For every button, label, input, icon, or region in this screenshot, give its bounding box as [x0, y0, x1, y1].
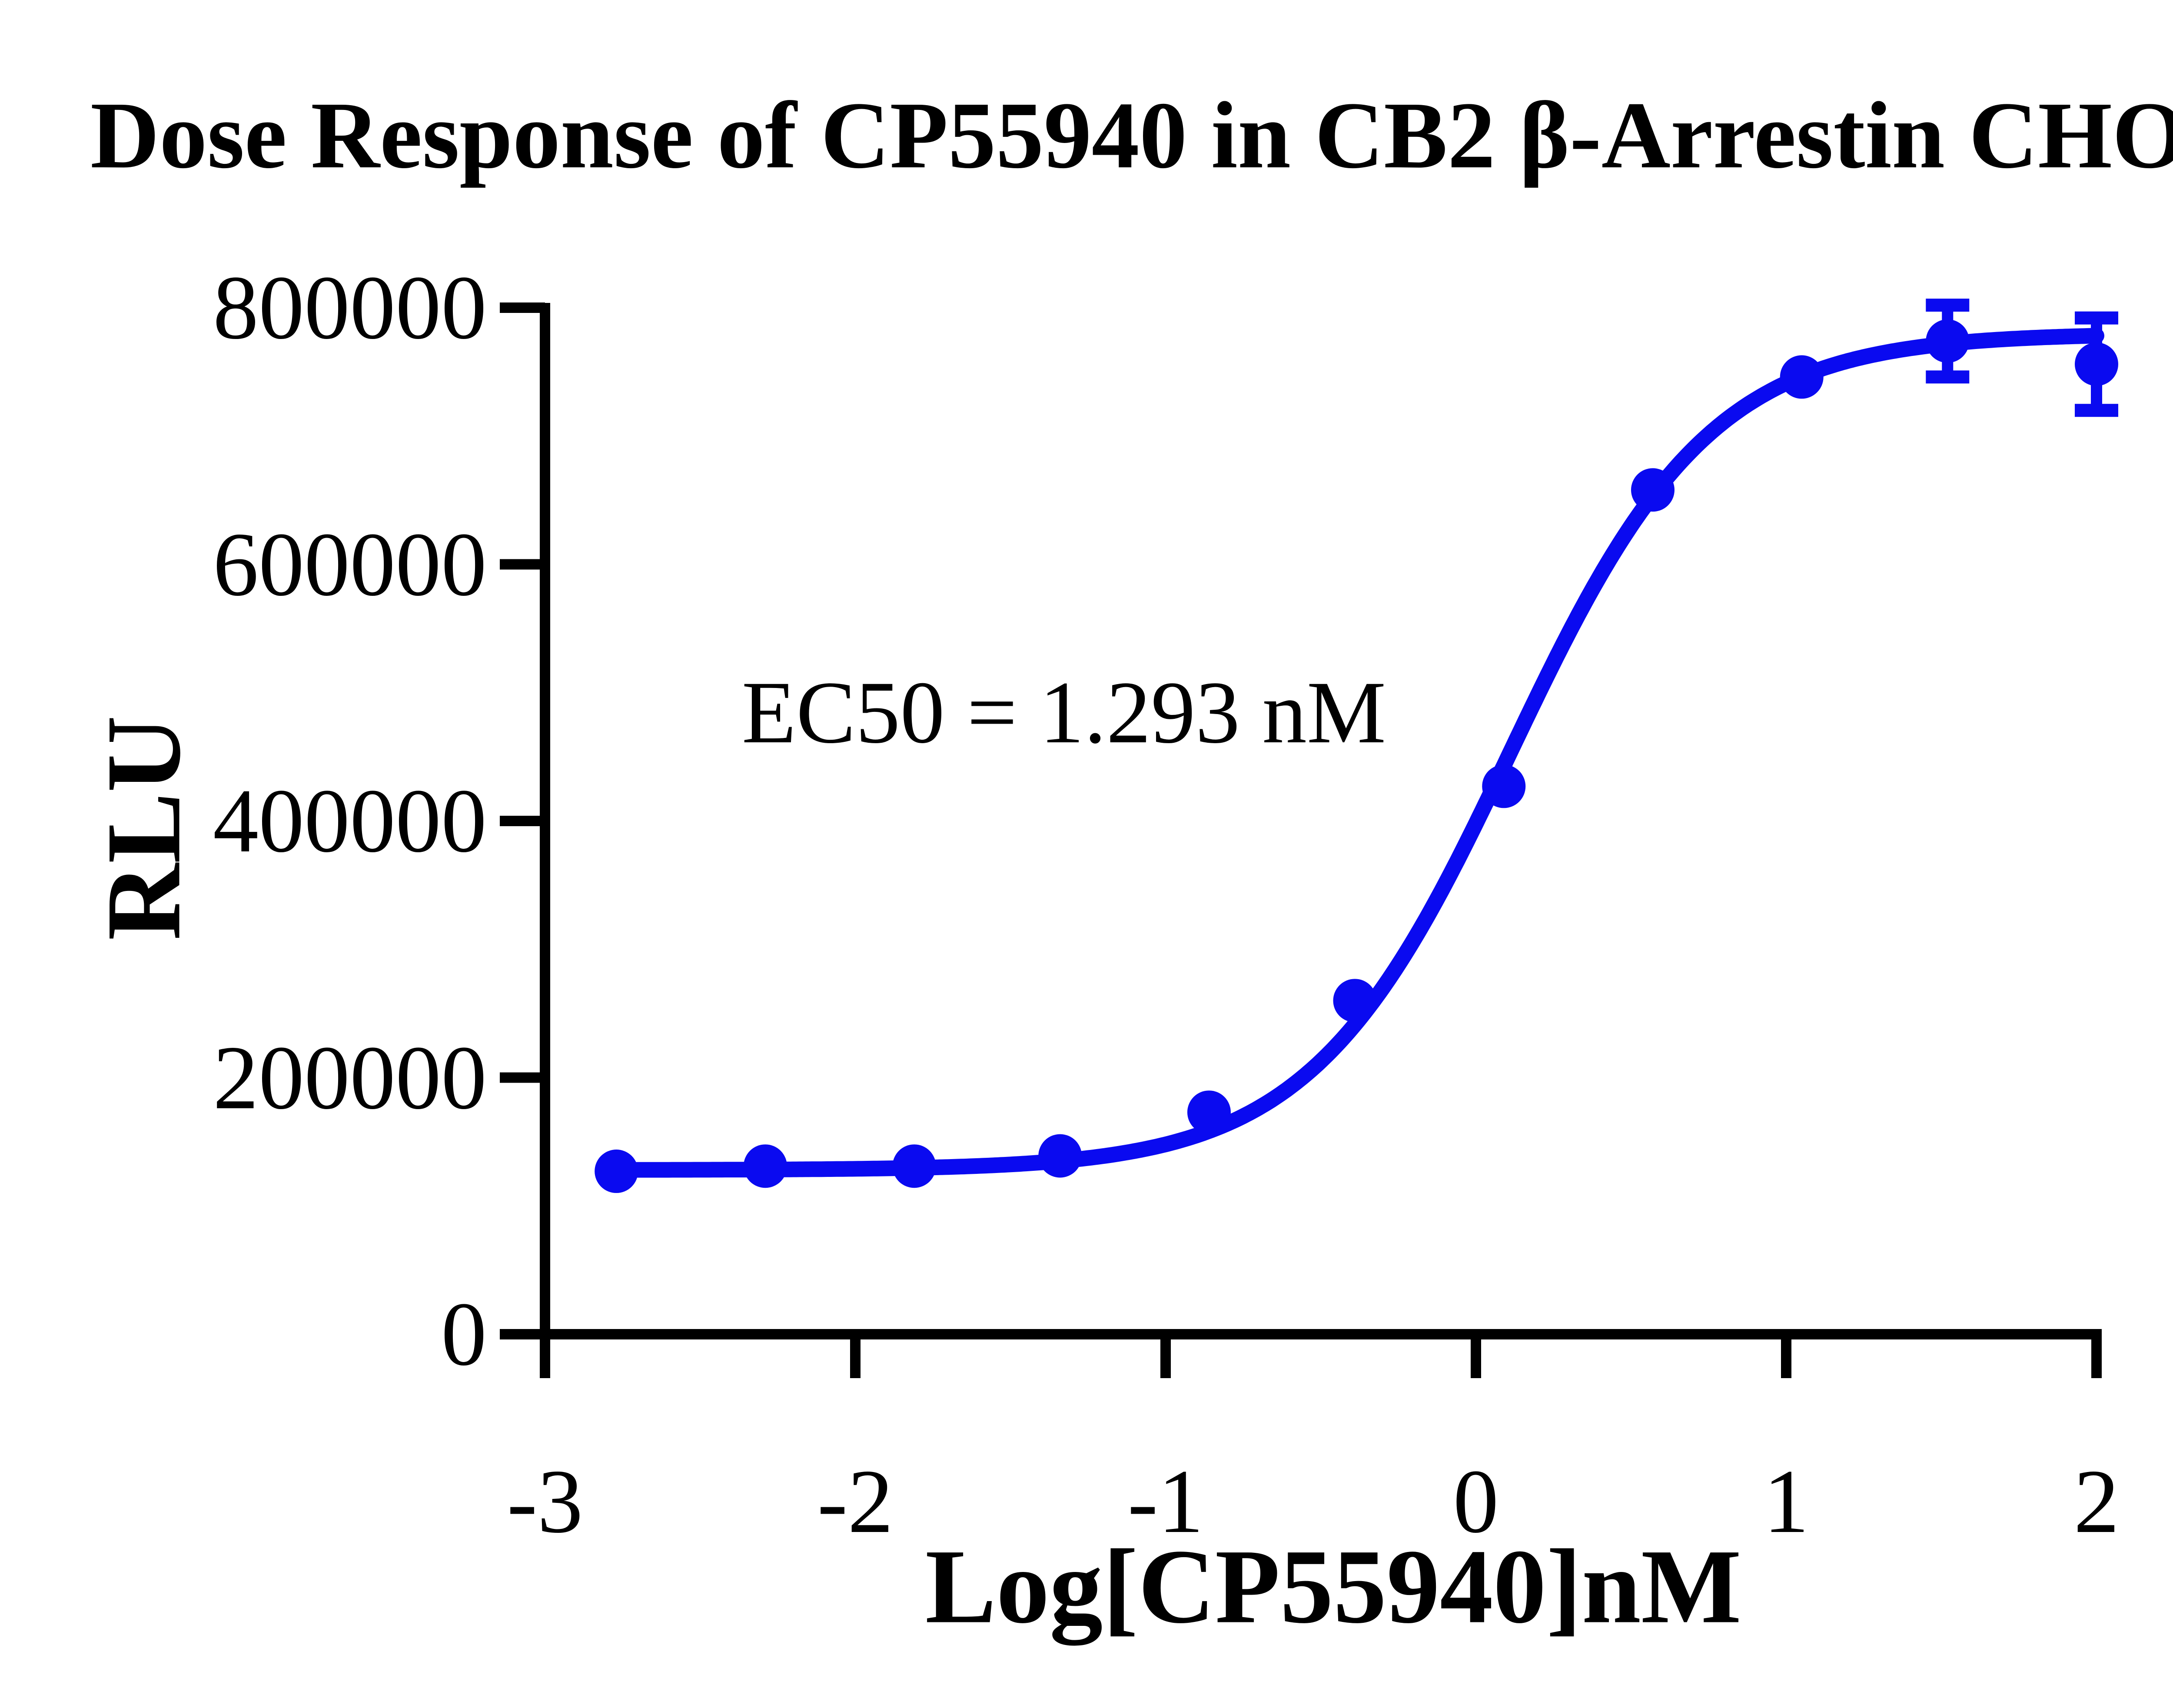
y-axis-label: RLU [84, 715, 203, 940]
x-tick-label: 0 [1453, 1451, 1499, 1552]
y-tick-label: 0 [441, 1284, 487, 1385]
chart-title: Dose Response of CP55940 in CB2 β-Arrest… [90, 82, 2173, 188]
y-tick-label: 600000 [213, 514, 487, 615]
y-tick-label: 400000 [213, 771, 487, 871]
ec50-annotation: EC50 = 1.293 nM [741, 663, 1386, 762]
data-point-marker [1482, 764, 1526, 808]
data-point-marker [1926, 319, 1970, 363]
x-tick-label: 2 [2073, 1451, 2120, 1552]
data-point-marker [1187, 1090, 1231, 1134]
data-point-marker [595, 1150, 638, 1193]
x-tick-label: -2 [817, 1451, 894, 1552]
x-tick-label: -1 [1127, 1451, 1204, 1552]
fit-curve [608, 328, 2104, 1178]
x-axis-label: Log[CP55940]nM [925, 1527, 1742, 1645]
y-tick-label: 200000 [213, 1027, 487, 1128]
data-point-marker [743, 1144, 787, 1188]
y-tick-label: 800000 [213, 257, 487, 358]
data-point-marker [1333, 979, 1377, 1023]
x-tick-label: -3 [507, 1451, 583, 1552]
data-point-marker [1038, 1134, 1082, 1178]
data-point-marker [1780, 355, 1824, 399]
data-point-marker [892, 1144, 936, 1188]
x-tick-label: 1 [1763, 1451, 1809, 1552]
data-point-marker [1631, 468, 1675, 512]
data-point-marker [2075, 342, 2118, 386]
